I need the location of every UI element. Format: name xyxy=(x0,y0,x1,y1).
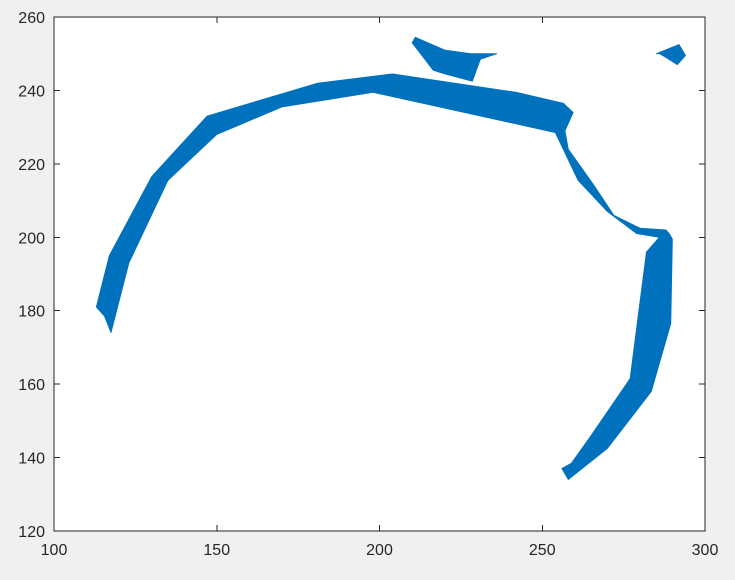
x-tick-label: 200 xyxy=(366,542,393,559)
y-tick-label: 180 xyxy=(18,304,45,321)
y-tick-label: 120 xyxy=(18,524,45,541)
x-tick-label: 250 xyxy=(529,542,556,559)
y-tick-label: 240 xyxy=(18,83,45,100)
y-tick-label: 260 xyxy=(18,10,45,27)
y-tick-label: 200 xyxy=(18,230,45,247)
y-tick-label: 220 xyxy=(18,157,45,174)
series-top-small-piece xyxy=(411,36,498,82)
series-right-descending-band xyxy=(561,229,673,481)
series-main-arc-band xyxy=(95,73,667,334)
series-top-right-sliver xyxy=(655,44,686,66)
x-tick-label: 100 xyxy=(41,542,68,559)
y-tick-label: 160 xyxy=(18,377,45,394)
axis-layer: 100 150 200 250 300 120 140 160 180 200 220 240 260 xyxy=(18,10,718,559)
x-tick-label: 150 xyxy=(203,542,230,559)
x-tick-label: 300 xyxy=(692,542,719,559)
series-layer xyxy=(95,36,686,481)
y-tick-label: 140 xyxy=(18,451,45,468)
